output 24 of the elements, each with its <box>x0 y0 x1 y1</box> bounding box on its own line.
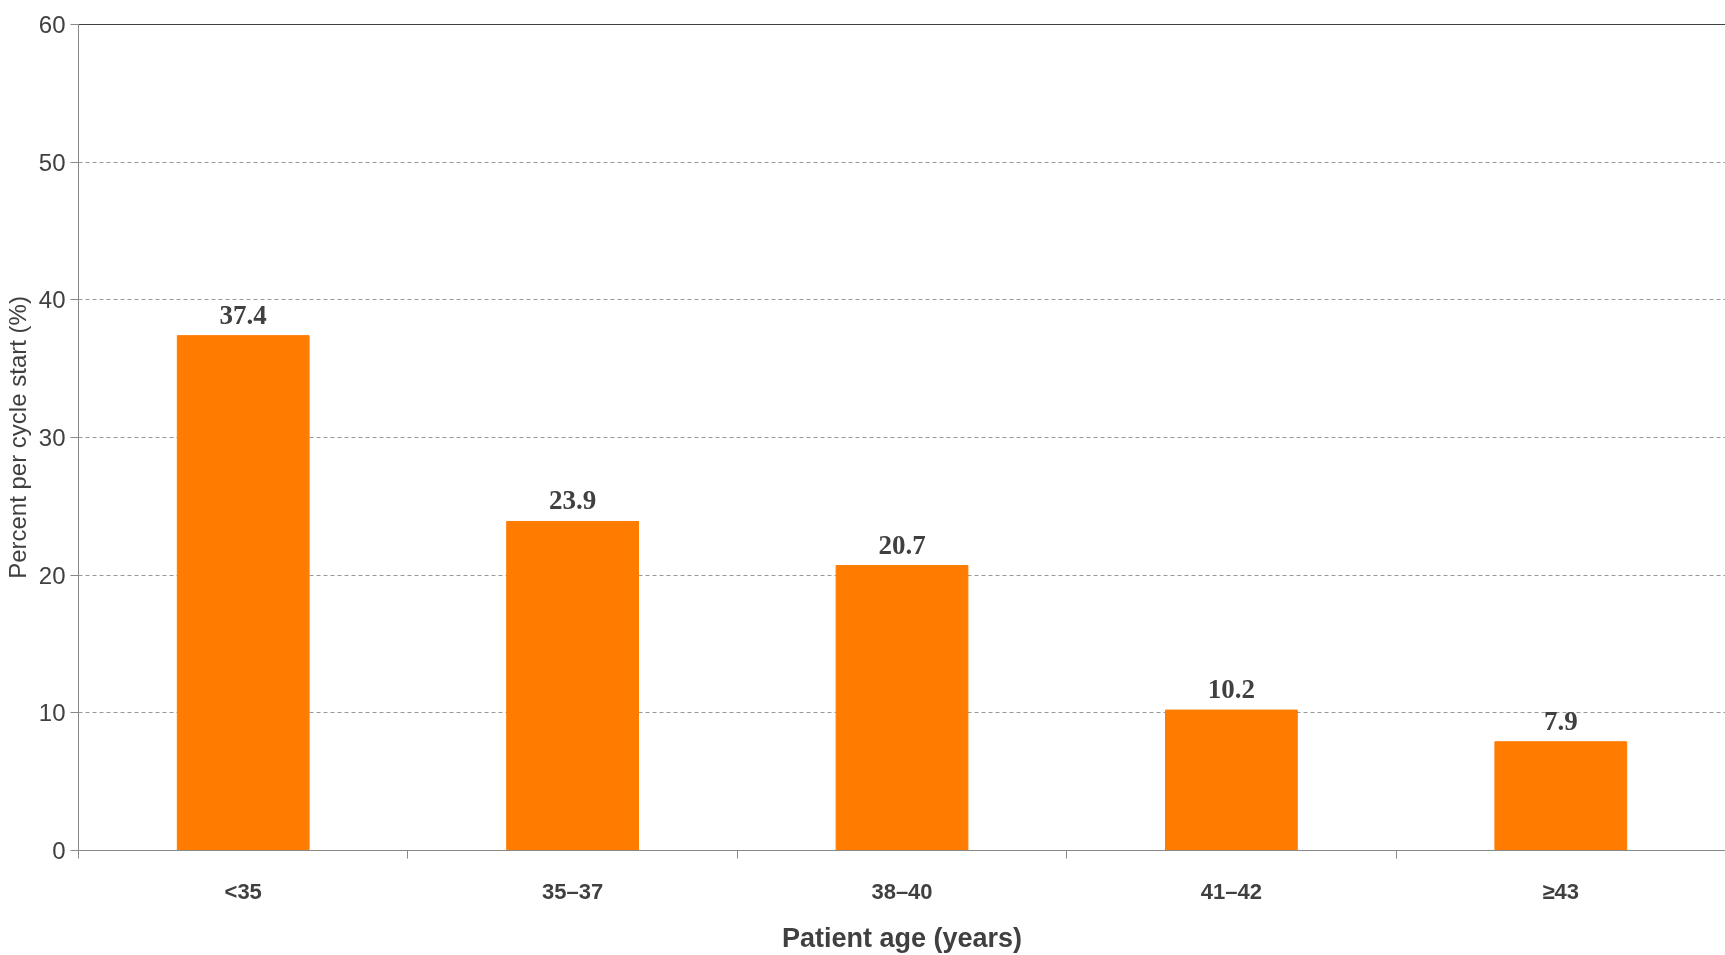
bar <box>1165 709 1298 851</box>
y-tick-label: 20 <box>38 561 66 589</box>
x-tick-label: 41–42 <box>1200 878 1262 904</box>
x-tick-label: 38–40 <box>871 878 933 904</box>
y-tick-label: 0 <box>52 837 66 864</box>
y-tick-label: 10 <box>38 699 66 727</box>
x-tick-label: ≥43 <box>1542 878 1580 904</box>
y-tick-label: 30 <box>38 424 66 451</box>
bar <box>835 565 969 851</box>
y-tick-label: 50 <box>38 148 66 176</box>
data-label: 10.2 <box>1207 674 1256 705</box>
data-label: 7.9 <box>1543 705 1578 736</box>
data-label: 37.4 <box>219 299 267 330</box>
y-tick-label: 60 <box>38 11 66 38</box>
data-label: 23.9 <box>548 485 597 516</box>
x-tick-label: <35 <box>224 878 262 904</box>
y-tick-label: 40 <box>38 286 66 314</box>
bar <box>506 520 639 851</box>
bar <box>1494 741 1628 851</box>
x-axis-title: Patient age (years) <box>781 922 1023 953</box>
data-label: 20.7 <box>878 529 926 560</box>
bar <box>176 335 310 851</box>
y-axis-title: Percent per cycle start (%) <box>3 296 31 579</box>
x-tick-label: 35–37 <box>542 878 604 904</box>
